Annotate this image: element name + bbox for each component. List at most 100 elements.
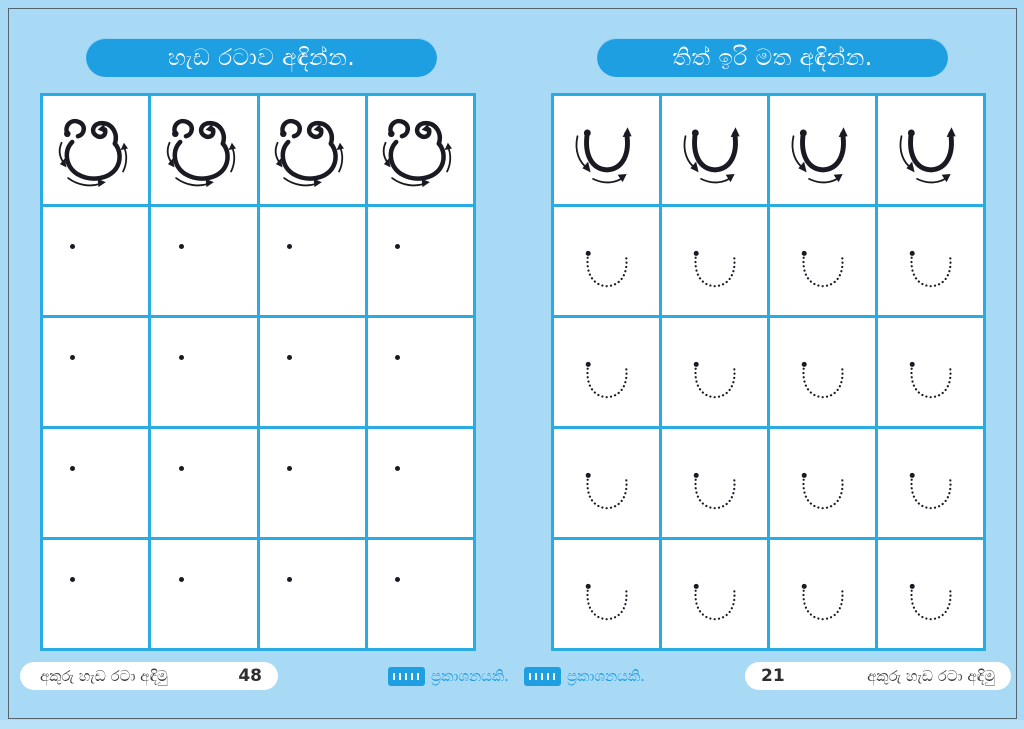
u-curve-dotted-glyph [890, 455, 972, 527]
practice-cell [554, 540, 659, 648]
practice-cell [554, 207, 659, 315]
practice-cell [770, 207, 875, 315]
example-cell [770, 96, 875, 204]
practice-cell [770, 318, 875, 426]
practice-cell [151, 318, 257, 426]
example-cell [554, 96, 659, 204]
start-dot-marker [395, 354, 401, 360]
start-dot-marker [286, 243, 292, 249]
practice-cell [259, 429, 365, 537]
right-page-title-pill: තිත් ඉරි මත අඳින්න. [597, 38, 948, 77]
practice-cell [878, 318, 983, 426]
practice-cell [151, 540, 257, 648]
publisher-logo-icon [388, 666, 425, 686]
u-curve-trace-glyph [890, 113, 972, 189]
u-curve-trace-glyph [566, 113, 648, 189]
example-cell [151, 96, 257, 204]
practice-cell [554, 429, 659, 537]
u-curve-dotted-glyph [674, 344, 756, 416]
u-curve-dotted-glyph [566, 566, 648, 638]
practice-cell [662, 207, 767, 315]
right-series-title: අකුරු හැඩ රටා අඳිමු [867, 667, 995, 685]
practice-cell [367, 540, 473, 648]
example-cell [878, 96, 983, 204]
u-curve-dotted-glyph [890, 233, 972, 305]
practice-cell [43, 429, 149, 537]
left-series-title: අකුරු හැඩ රටා අඳිමු [40, 667, 168, 685]
practice-cell [770, 540, 875, 648]
u-curve-dotted-glyph [782, 455, 864, 527]
example-cell [662, 96, 767, 204]
start-dot-marker [70, 243, 76, 249]
example-cell [367, 96, 473, 204]
start-dot-marker [70, 354, 76, 360]
pa-letter-trace-glyph [55, 113, 137, 189]
start-dot-marker [286, 576, 292, 582]
practice-cell [43, 318, 149, 426]
practice-cell [878, 207, 983, 315]
example-cell [43, 96, 149, 204]
left-page-title: හැඩ රටාව අඳින්න. [167, 44, 356, 71]
left-page-number: 48 [238, 666, 262, 686]
start-dot-marker [286, 465, 292, 471]
right-footer-pill: 21 අකුරු හැඩ රටා අඳිමු [745, 662, 1011, 690]
u-curve-trace-glyph [782, 113, 864, 189]
right-page-number: 21 [761, 666, 785, 686]
pa-letter-trace-glyph [379, 113, 461, 189]
left-publisher-label: ප්‍රකාශනයකි. [431, 667, 509, 685]
start-dot-marker [395, 243, 401, 249]
start-dot-marker [286, 354, 292, 360]
practice-cell [367, 429, 473, 537]
practice-cell [259, 540, 365, 648]
practice-cell [770, 429, 875, 537]
practice-cell [259, 318, 365, 426]
practice-cell [662, 540, 767, 648]
practice-cell [151, 207, 257, 315]
u-curve-dotted-glyph [674, 455, 756, 527]
bottom-margin-strip [0, 720, 1024, 729]
practice-cell [878, 540, 983, 648]
practice-cell [554, 318, 659, 426]
right-publisher-label: ප්‍රකාශනයකි. [567, 667, 645, 685]
u-curve-dotted-glyph [566, 233, 648, 305]
left-practice-grid [40, 93, 476, 651]
start-dot-marker [70, 576, 76, 582]
u-curve-dotted-glyph [890, 566, 972, 638]
start-dot-marker [70, 465, 76, 471]
start-dot-marker [178, 354, 184, 360]
u-curve-dotted-glyph [890, 344, 972, 416]
u-curve-dotted-glyph [566, 344, 648, 416]
u-curve-dotted-glyph [674, 566, 756, 638]
left-page-title-pill: හැඩ රටාව අඳින්න. [86, 38, 437, 77]
start-dot-marker [395, 465, 401, 471]
left-publisher: ප්‍රකාශනයකි. [388, 665, 509, 687]
u-curve-dotted-glyph [782, 344, 864, 416]
right-publisher: ප්‍රකාශනයකි. [524, 665, 645, 687]
start-dot-marker [178, 576, 184, 582]
u-curve-trace-glyph [674, 113, 756, 189]
start-dot-marker [395, 576, 401, 582]
u-curve-dotted-glyph [674, 233, 756, 305]
practice-cell [878, 429, 983, 537]
u-curve-dotted-glyph [566, 455, 648, 527]
practice-cell [43, 540, 149, 648]
publisher-logo-icon [524, 666, 561, 686]
left-footer-pill: අකුරු හැඩ රටා අඳිමු 48 [20, 662, 278, 690]
pa-letter-trace-glyph [271, 113, 353, 189]
pa-letter-trace-glyph [163, 113, 245, 189]
u-curve-dotted-glyph [782, 566, 864, 638]
practice-cell [151, 429, 257, 537]
start-dot-marker [178, 243, 184, 249]
practice-cell [259, 207, 365, 315]
practice-cell [43, 207, 149, 315]
right-page-title: තිත් ඉරි මත අඳින්න. [672, 44, 873, 71]
practice-cell [662, 318, 767, 426]
practice-cell [367, 207, 473, 315]
practice-cell [367, 318, 473, 426]
u-curve-dotted-glyph [782, 233, 864, 305]
example-cell [259, 96, 365, 204]
right-practice-grid [551, 93, 986, 651]
practice-cell [662, 429, 767, 537]
start-dot-marker [178, 465, 184, 471]
